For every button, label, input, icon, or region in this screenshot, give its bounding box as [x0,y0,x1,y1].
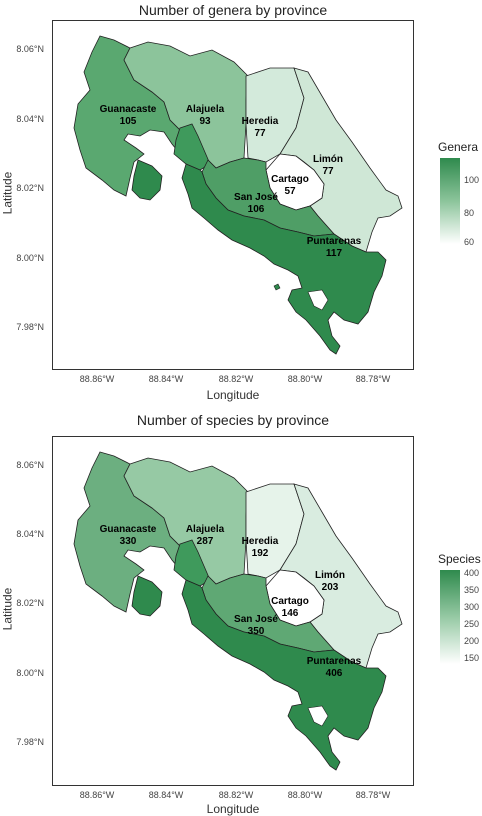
legend-label: 200 [464,636,480,646]
legend-label: 300 [464,602,480,612]
province-value-san-jose: 350 [248,626,265,637]
x-axis-label: Longitude [206,802,260,816]
legend-colorbar [440,570,460,664]
province-label-alajuela: Alajuela [186,524,225,535]
legend-label: 350 [464,585,480,595]
province-value-cartago: 146 [282,608,299,619]
province-value-limon: 77 [322,166,334,177]
province-label-limon: Limón [313,154,343,165]
province-value-cartago: 57 [284,186,296,197]
legend-label: 100 [464,175,480,185]
legend-label: 400 [464,568,480,578]
province-label-cartago: Cartago [271,174,309,185]
province-guanacaste-peninsula [131,575,163,617]
x-tick-label: 88.84°W [148,790,184,800]
x-tick-label: 88.78°W [355,790,391,800]
province-value-heredia: 192 [252,548,269,559]
province-label-heredia: Heredia [242,536,279,547]
x-tick-label: 88.82°W [218,790,254,800]
legend-title: Genera [438,140,479,154]
province-value-puntarenas: 406 [326,668,343,679]
island [273,283,281,291]
province-value-guanacaste: 105 [120,116,137,127]
province-value-alajuela: 287 [197,536,214,547]
province-value-limon: 203 [322,582,339,593]
province-label-san-jose: San José [234,192,278,203]
province-label-puntarenas: Puntarenas [307,656,362,667]
x-tick-label: 88.86°W [79,790,115,800]
y-tick-label: 8.06°N [16,44,44,54]
map-plot-area: Guanacaste 105 Alajuela 93 Heredia 77 Li… [52,20,414,370]
x-tick-label: 88.80°W [287,374,323,384]
y-tick-label: 8.04°N [16,529,44,539]
y-tick-label: 7.98°N [16,737,44,747]
y-tick-label: 8.00°N [16,668,44,678]
x-tick-label: 88.82°W [218,374,254,384]
map-title: Number of species by province [136,412,330,428]
province-guanacaste-peninsula [131,159,163,201]
genera-map-panel: Number of genera by province Latitude 8.… [0,2,480,402]
province-label-guanacaste: Guanacaste [100,104,157,115]
province-value-puntarenas: 117 [326,248,343,259]
province-label-alajuela: Alajuela [186,104,225,115]
map-title: Number of genera by province [138,2,328,18]
legend-label: 250 [464,619,480,629]
province-value-alajuela: 93 [199,116,211,127]
x-tick-label: 88.86°W [79,374,115,384]
y-tick-label: 8.06°N [16,460,44,470]
province-value-san-jose: 106 [248,204,265,215]
y-axis-label: Latitude [0,171,15,215]
gulf [307,705,329,727]
y-tick-label: 8.04°N [16,114,44,124]
x-tick-label: 88.78°W [355,374,391,384]
province-puntarenas [181,579,387,771]
province-value-guanacaste: 330 [120,536,137,547]
y-tick-label: 8.02°N [16,598,44,608]
legend-colorbar [440,158,460,244]
province-label-puntarenas: Puntarenas [307,236,362,247]
legend-label: 60 [464,237,475,247]
legend-label: 150 [464,653,480,663]
province-puntarenas [181,163,387,355]
y-tick-label: 7.98°N [16,322,44,332]
y-axis-label: Latitude [0,587,15,631]
x-tick-label: 88.84°W [148,374,184,384]
province-label-san-jose: San José [234,614,278,625]
species-map-panel: Number of species by province Latitude 8… [0,408,482,816]
province-value-heredia: 77 [254,128,266,139]
province-label-guanacaste: Guanacaste [100,524,157,535]
legend-label: 80 [464,208,475,218]
x-tick-label: 88.80°W [287,790,323,800]
province-label-cartago: Cartago [271,596,309,607]
legend-title: Species [438,552,481,566]
gulf [307,289,329,311]
map-plot-area: Guanacaste 330 Alajuela 287 Heredia 192 … [52,436,414,786]
province-label-limon: Limón [315,570,345,581]
y-tick-label: 8.00°N [16,253,44,263]
province-label-heredia: Heredia [242,116,279,127]
x-axis-label: Longitude [206,388,260,402]
y-tick-label: 8.02°N [16,183,44,193]
